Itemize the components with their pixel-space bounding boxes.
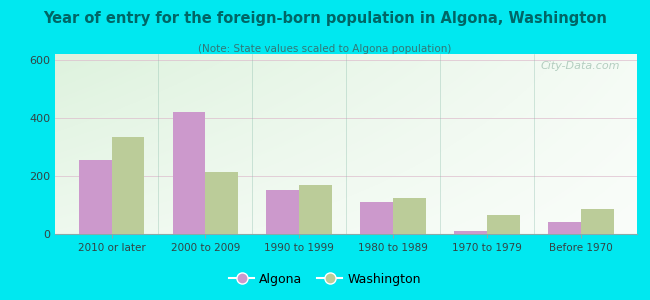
Bar: [360, 202, 393, 234]
Bar: [266, 190, 299, 234]
Bar: [393, 198, 426, 234]
Bar: [580, 209, 614, 234]
Text: Year of entry for the foreign-born population in Algona, Washington: Year of entry for the foreign-born popul…: [43, 11, 607, 26]
Bar: [112, 137, 144, 234]
Bar: [205, 172, 238, 234]
Text: City-Data.com: City-Data.com: [540, 61, 619, 71]
Bar: [487, 215, 520, 234]
Legend: Algona, Washington: Algona, Washington: [224, 268, 426, 291]
Bar: [548, 222, 580, 234]
Bar: [172, 112, 205, 234]
Bar: [79, 160, 112, 234]
Bar: [299, 184, 332, 234]
Bar: [454, 231, 487, 234]
Text: (Note: State values scaled to Algona population): (Note: State values scaled to Algona pop…: [198, 44, 452, 53]
